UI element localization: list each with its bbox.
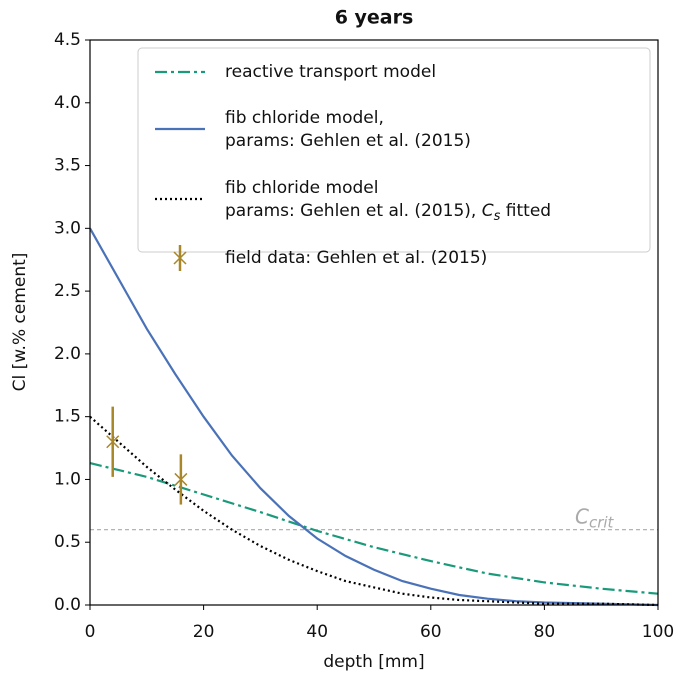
y-tick-label: 0.5 bbox=[54, 532, 81, 552]
y-tick-label: 3.0 bbox=[54, 218, 81, 238]
x-tick-label: 20 bbox=[193, 622, 215, 642]
x-axis-label: depth [mm] bbox=[323, 652, 424, 672]
threshold-label: Ccrit bbox=[575, 504, 615, 531]
y-tick-label: 1.5 bbox=[54, 407, 81, 427]
y-tick-label: 2.0 bbox=[54, 344, 81, 364]
x-tick-label: 100 bbox=[642, 622, 674, 642]
y-tick-label: 0.0 bbox=[54, 595, 81, 615]
y-axis-label: Cl [w.% cement] bbox=[10, 253, 30, 392]
plot-frame bbox=[89, 39, 659, 606]
point-marker bbox=[174, 472, 188, 486]
legend-swatch-marker bbox=[173, 251, 187, 265]
legend-box bbox=[137, 47, 651, 253]
legend-label-italic: C bbox=[482, 201, 494, 221]
series-line bbox=[89, 227, 659, 607]
legend: reactive transport model fib chloride mod… bbox=[137, 47, 651, 271]
legend-label-sub: s bbox=[494, 209, 501, 224]
series-line bbox=[89, 462, 659, 595]
legend-label: field data: Gehlen et al. (2015) bbox=[225, 248, 487, 268]
legend-label-text: params: Gehlen et al. (2015), bbox=[225, 201, 482, 221]
threshold-label-sub: crit bbox=[589, 513, 615, 531]
x-tick-label: 0 bbox=[85, 622, 96, 642]
y-tick-label: 1.0 bbox=[54, 469, 81, 489]
legend-label: fib chloride model bbox=[225, 178, 378, 198]
y-tick-label: 3.5 bbox=[54, 156, 81, 176]
legend-label: reactive transport model bbox=[225, 62, 436, 82]
legend-label-line2: params: Gehlen et al. (2015) bbox=[225, 131, 471, 151]
chart-title: 6 years bbox=[335, 7, 414, 29]
y-tick-label: 2.5 bbox=[54, 281, 81, 301]
y-tick-label: 4.5 bbox=[54, 30, 81, 50]
data-point bbox=[106, 435, 120, 449]
y-tick-label: 4.0 bbox=[54, 93, 81, 113]
x-tick-label: 40 bbox=[306, 622, 328, 642]
x-tick-label: 60 bbox=[420, 622, 442, 642]
x-tick-label: 80 bbox=[534, 622, 556, 642]
threshold-label-main: C bbox=[575, 504, 589, 528]
series-line bbox=[89, 415, 659, 607]
point-marker bbox=[106, 435, 120, 449]
legend-label-line2: params: Gehlen et al. (2015), Cs fitted bbox=[225, 201, 551, 224]
legend-label: fib chloride model, bbox=[225, 108, 384, 128]
legend-label-after: fitted bbox=[500, 201, 551, 221]
data-point bbox=[174, 472, 188, 486]
